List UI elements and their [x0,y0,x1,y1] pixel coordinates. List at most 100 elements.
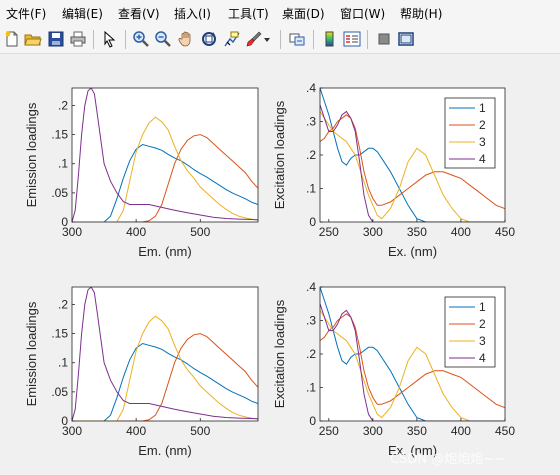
ex1-series-4-line [320,104,505,222]
em1-xtick-label: 500 [190,225,210,239]
em2-series-3-line [72,315,258,421]
ex1-legend[interactable]: 1 2 3 4 [444,97,496,169]
ex2-legend-label: 4 [479,351,486,365]
brush-icon[interactable] [244,29,264,49]
figure-canvas: 300 400 500 0.05.1.15.2 Em. (nm) Emission loa… [0,54,560,475]
ex1-legend-label: 2 [479,118,486,132]
ex1-xtick-label: 450 [495,225,515,239]
toolbar-separator [367,30,368,49]
ex1-ytick-label: 0 [309,215,316,229]
open-folder-icon[interactable] [23,29,43,49]
em2-series-1-line [72,342,258,421]
menu-tools[interactable]: 工具(T) [228,7,269,21]
ex1-xtick-label: 350 [407,225,427,239]
show-plot-tools-icon[interactable] [396,29,416,49]
ex1-axes: 250 300 350 400 450 0 .1 .2 .3 .4 Ex. (nm) Excitati… [272,81,515,259]
ex1-legend-label: 3 [479,135,486,149]
ex2-ytick-label: .3 [306,314,316,328]
menu-file[interactable]: 文件(F) [6,7,47,21]
print-icon[interactable] [68,29,88,49]
menu-edit[interactable]: 编辑(E) [62,7,103,21]
em1-xtick-label: 300 [62,225,82,239]
data-cursor-icon[interactable] [222,29,242,49]
figure-toolbar [0,26,560,54]
em1-series-3-line [72,116,258,222]
watermark-text: CSDN @炮炮炮~~ [390,452,505,467]
pan-hand-icon[interactable] [176,29,196,49]
ex2-xtick-label: 300 [363,424,383,438]
ex2-xtick-label: 350 [407,424,427,438]
menu-insert[interactable]: 插入(I) [174,7,211,21]
ex2-legend-label: 2 [479,317,486,331]
em1-xtick-label: 400 [126,225,146,239]
ex2-ytick-label: .1 [306,381,316,395]
toolbar-separator [125,30,126,49]
ex1-xtick-label: 250 [319,225,339,239]
em2-ylabel: Emission loadings [24,301,39,406]
rotate-3d-icon[interactable] [199,29,219,49]
em1-ytick-label: .2 [58,98,68,112]
em2-series-4-line [72,287,258,421]
em1-ylabel: Emission loadings [24,102,39,207]
toolbar-separator [280,30,281,49]
save-icon[interactable] [46,29,66,49]
zoom-out-icon[interactable] [153,29,173,49]
ex1-ytick-label: .3 [306,115,316,129]
ex1-ylabel: Excitation loadings [272,100,287,209]
em1-xlabel: Em. (nm) [138,244,191,259]
menu-desktop[interactable]: 桌面(D) [282,7,325,21]
ex1-ytick-label: .2 [306,148,316,162]
hide-plot-tools-icon[interactable] [374,29,394,49]
menu-help[interactable]: 帮助(H) [400,7,443,21]
colorbar-icon[interactable] [320,29,340,49]
ex1-ytick-label: .4 [306,81,316,95]
ex2-xtick-label: 450 [495,424,515,438]
toolbar-separator [93,30,94,49]
ex2-legend-label: 3 [479,334,486,348]
legend-icon[interactable] [342,29,362,49]
menu-bar: 文件(F) 编辑(E) 查看(V) 插入(I) 工具(T) 桌面(D) 窗口(W… [0,0,560,26]
ex2-ytick-label: .4 [306,280,316,294]
ex1-xtick-label: 400 [451,225,471,239]
ex2-axes: 250 300 350 400 450 0 .1 .2 .3 .4 Ex. (nm) Excitati… [272,280,515,458]
em2-axes-box [71,286,259,422]
ex1-legend-label: 4 [479,152,486,166]
em2-ytick-label: .05 [51,385,68,399]
em1-series-2-line [72,134,258,222]
em2-xtick-label: 400 [126,424,146,438]
ex2-xlabel: Ex. (nm) [388,443,437,458]
ex1-legend-label: 1 [479,101,486,115]
em2-xtick-label: 500 [190,424,210,438]
zoom-in-icon[interactable] [131,29,151,49]
em2-xtick-label: 300 [62,424,82,438]
ex1-ytick-label: .1 [306,182,316,196]
new-file-icon[interactable] [2,29,22,49]
em1-plot-area [72,88,258,222]
ex1-series-1-line [320,88,505,222]
link-plot-icon[interactable] [287,29,307,49]
em2-ytick-label: .2 [58,297,68,311]
pointer-icon[interactable] [99,29,119,49]
ex2-xtick-label: 400 [451,424,471,438]
em2-ytick-label: .1 [58,356,68,370]
ex1-series-3-line [320,111,505,222]
ex2-series-4-line [320,303,505,421]
em1-ytick-label: .05 [51,186,68,200]
em1-ytick-label: 0 [61,215,68,229]
em1-series-1-line [72,143,258,222]
ex2-ytick-label: .2 [306,347,316,361]
menu-view[interactable]: 查看(V) [118,7,160,21]
ex2-legend[interactable]: 1 2 3 4 [444,296,496,368]
em1-ytick-label: .1 [58,157,68,171]
em1-ytick-label: .15 [51,128,68,142]
ex1-xtick-label: 300 [363,225,383,239]
ex2-ytick-label: 0 [309,414,316,428]
ex2-series-1-line [320,287,505,421]
em1-series-4-line [72,88,258,222]
em1-axes: 300 400 500 0 .05 .1 .15 .2 Em. (nm) Emission loa… [24,87,259,259]
menu-window[interactable]: 窗口(W) [340,7,386,21]
brush-dropdown-icon[interactable] [262,29,272,49]
ex2-ylabel: Excitation loadings [272,299,287,408]
ex1-xlabel: Ex. (nm) [388,244,437,259]
